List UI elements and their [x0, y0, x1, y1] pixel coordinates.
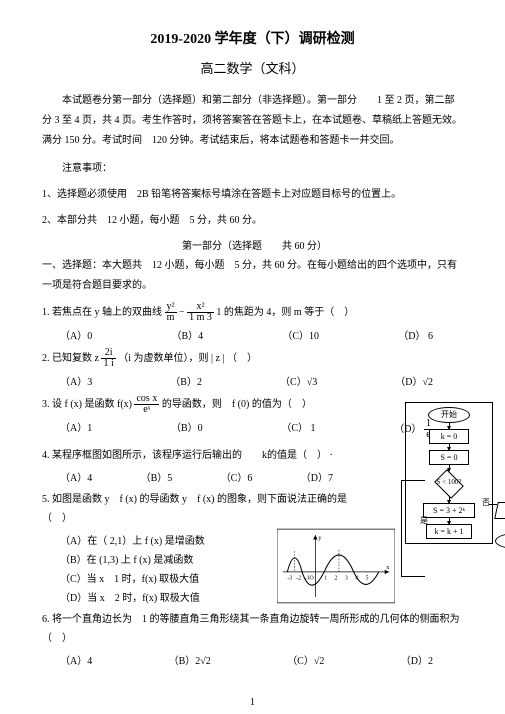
svg-text:3: 3 — [345, 575, 348, 581]
q5-opt-b: （B）在 (1,3) 上 f (x) 是减函数 — [60, 551, 222, 566]
q4-opt-a: （A）4 — [60, 469, 92, 484]
intro-paragraph: 本试题卷分第一部分（选择题）和第二部分（非选择题）。第一部分 1 至 2 页，第… — [42, 91, 463, 151]
q3-options: （A）1 （B）0 （C） 1 （D） 1e — [42, 419, 463, 440]
q5-opt-a: （A）在（ 2,1）上 f (x) 是增函数 — [60, 532, 222, 547]
q4-opt-c: （C）6 — [221, 469, 253, 484]
fc-yes: 是 — [420, 515, 428, 526]
q6-stem: 6. 将一个直角边长为 1 的等腰直角三角形绕其一条直角边旋转一周所形成的几何体… — [42, 610, 463, 648]
fc-inc: k = k + 1 — [426, 524, 472, 539]
q2-options: （A）3 （B）2 （C）√3 （D）√2 — [42, 373, 463, 388]
notice-1: 1、选择题必须使用 2B 铅笔将答案标号填涂在答题卡上对应题目标号的位置上。 — [42, 185, 463, 205]
q5-stem: 5. 如图是函数 y f (x) 的导函数 y f (x) 的图象，则下面说法正… — [42, 490, 463, 528]
title-year: 2019-2020 学年度（下）调研检测 — [42, 28, 463, 48]
q4-opt-d: （D）7 — [301, 469, 333, 484]
q2-opt-c: （C）√3 — [280, 373, 317, 388]
title-subject: 高二数学（文科） — [42, 58, 463, 77]
q6-opt-c: （C）√2 — [287, 652, 324, 667]
q1-stem: 1. 若焦点在 y 轴上的双曲线 y²m − x²1 m 3 1 的焦距为 4，… — [42, 302, 463, 323]
q4-options: （A）4 （B）5 （C）6 （D）7 — [42, 469, 463, 484]
q2-opt-b: （B）2 — [170, 373, 202, 388]
fc-k0: k = 0 — [429, 429, 469, 444]
q1-text-b: 1 的焦距为 4，则 m 等于（ ） — [216, 307, 354, 318]
q4-opt-b: （B）5 — [141, 469, 173, 484]
q2-text-a: 2. 已知复数 z — [42, 353, 101, 364]
q3-text-b: 的导函数，则 f (0) 的值为（ ） — [162, 399, 312, 410]
q3-opt-b: （B）0 — [171, 419, 203, 440]
q6-opt-b: （B）2√2 — [169, 652, 211, 667]
q1-opt-a: （A）0 — [60, 327, 92, 342]
svg-text:-3: -3 — [287, 575, 292, 581]
q6-options: （A）4 （B）2√2 （C）√2 （D）2 — [42, 652, 463, 667]
q4-stem: 4. 某程序框图如图所示，该程序运行后输出的 k的值是（ ） · — [42, 446, 463, 465]
q1-opt-d: （D） 6 — [398, 327, 433, 342]
page-number: 1 — [0, 697, 505, 708]
fc-no: 否 — [482, 497, 490, 508]
notice-2: 2、本部分共 12 小题，每小题 5 分，共 60 分。 — [42, 211, 463, 231]
q3-opt-c: （C） 1 — [281, 419, 315, 440]
fc-start: 开始 — [428, 407, 470, 423]
notice-title: 注意事项： — [42, 159, 463, 179]
svg-text:-2: -2 — [296, 575, 301, 581]
q1-opt-b: （B）4 — [171, 327, 203, 342]
fc-cond: S < 100? — [426, 471, 472, 497]
q1-opt-c: （C）10 — [282, 327, 319, 342]
q5-options: （A）在（ 2,1）上 f (x) 是增函数 （B）在 (1,3) 上 f (x… — [42, 532, 222, 604]
q1-frac1: y²m — [165, 302, 177, 323]
q3-text-a: 3. 设 f (x) 是函数 f(x) — [42, 399, 134, 410]
q5-graph: y x O -3 -2 -1 1 2 3 4 5 — [277, 528, 395, 604]
svg-text:5: 5 — [366, 575, 369, 581]
q2-frac: 2i1 i — [101, 348, 115, 369]
q6-opt-a: （A）4 — [60, 652, 92, 667]
fc-s0: S = 0 — [429, 450, 469, 465]
q2-text-b: （i 为虚数单位），则 | z | （ ） — [118, 353, 257, 364]
q1-text-a: 1. 若焦点在 y 轴上的双曲线 — [42, 307, 165, 318]
fc-assign: S = 3 + 2ᵏ — [423, 503, 475, 518]
q5-opt-c: （C）当 x 1 时，f(x) 取极大值 — [60, 570, 222, 585]
q1-frac2: x²1 m 3 — [187, 302, 214, 323]
q2-opt-a: （A）3 — [60, 373, 92, 388]
q6-opt-d: （D）2 — [401, 652, 433, 667]
q3-frac: cos xeˣ — [134, 394, 159, 415]
svg-text:O: O — [309, 575, 314, 581]
q2-opt-d: （D）√2 — [395, 373, 433, 388]
q1-options: （A）0 （B）4 （C）10 （D） 6 — [42, 327, 463, 342]
q1-minus: − — [179, 307, 185, 318]
part1-heading: 第一部分（选择题 共 60 分） — [42, 237, 463, 252]
q3-opt-a: （A）1 — [60, 419, 92, 440]
svg-text:1: 1 — [324, 575, 327, 581]
fc-end: 结束 — [495, 533, 505, 549]
q5-opt-d: （D）当 x 2 时，f(x) 取极大值 — [60, 589, 222, 604]
flowchart: 开始 k = 0 S = 0 S < 100? 否 是 S = 3 + 2ᵏ k… — [405, 402, 493, 544]
choice-intro: 一、选择题：本大题共 12 小题，每小题 5 分，共 60 分。在每小题给出的四… — [42, 256, 463, 296]
q3-stem: 3. 设 f (x) 是函数 f(x) cos xeˣ 的导函数，则 f (0)… — [42, 394, 463, 415]
svg-text:2: 2 — [335, 575, 338, 581]
q2-stem: 2. 已知复数 z 2i1 i （i 为虚数单位），则 | z | （ ） — [42, 348, 463, 369]
